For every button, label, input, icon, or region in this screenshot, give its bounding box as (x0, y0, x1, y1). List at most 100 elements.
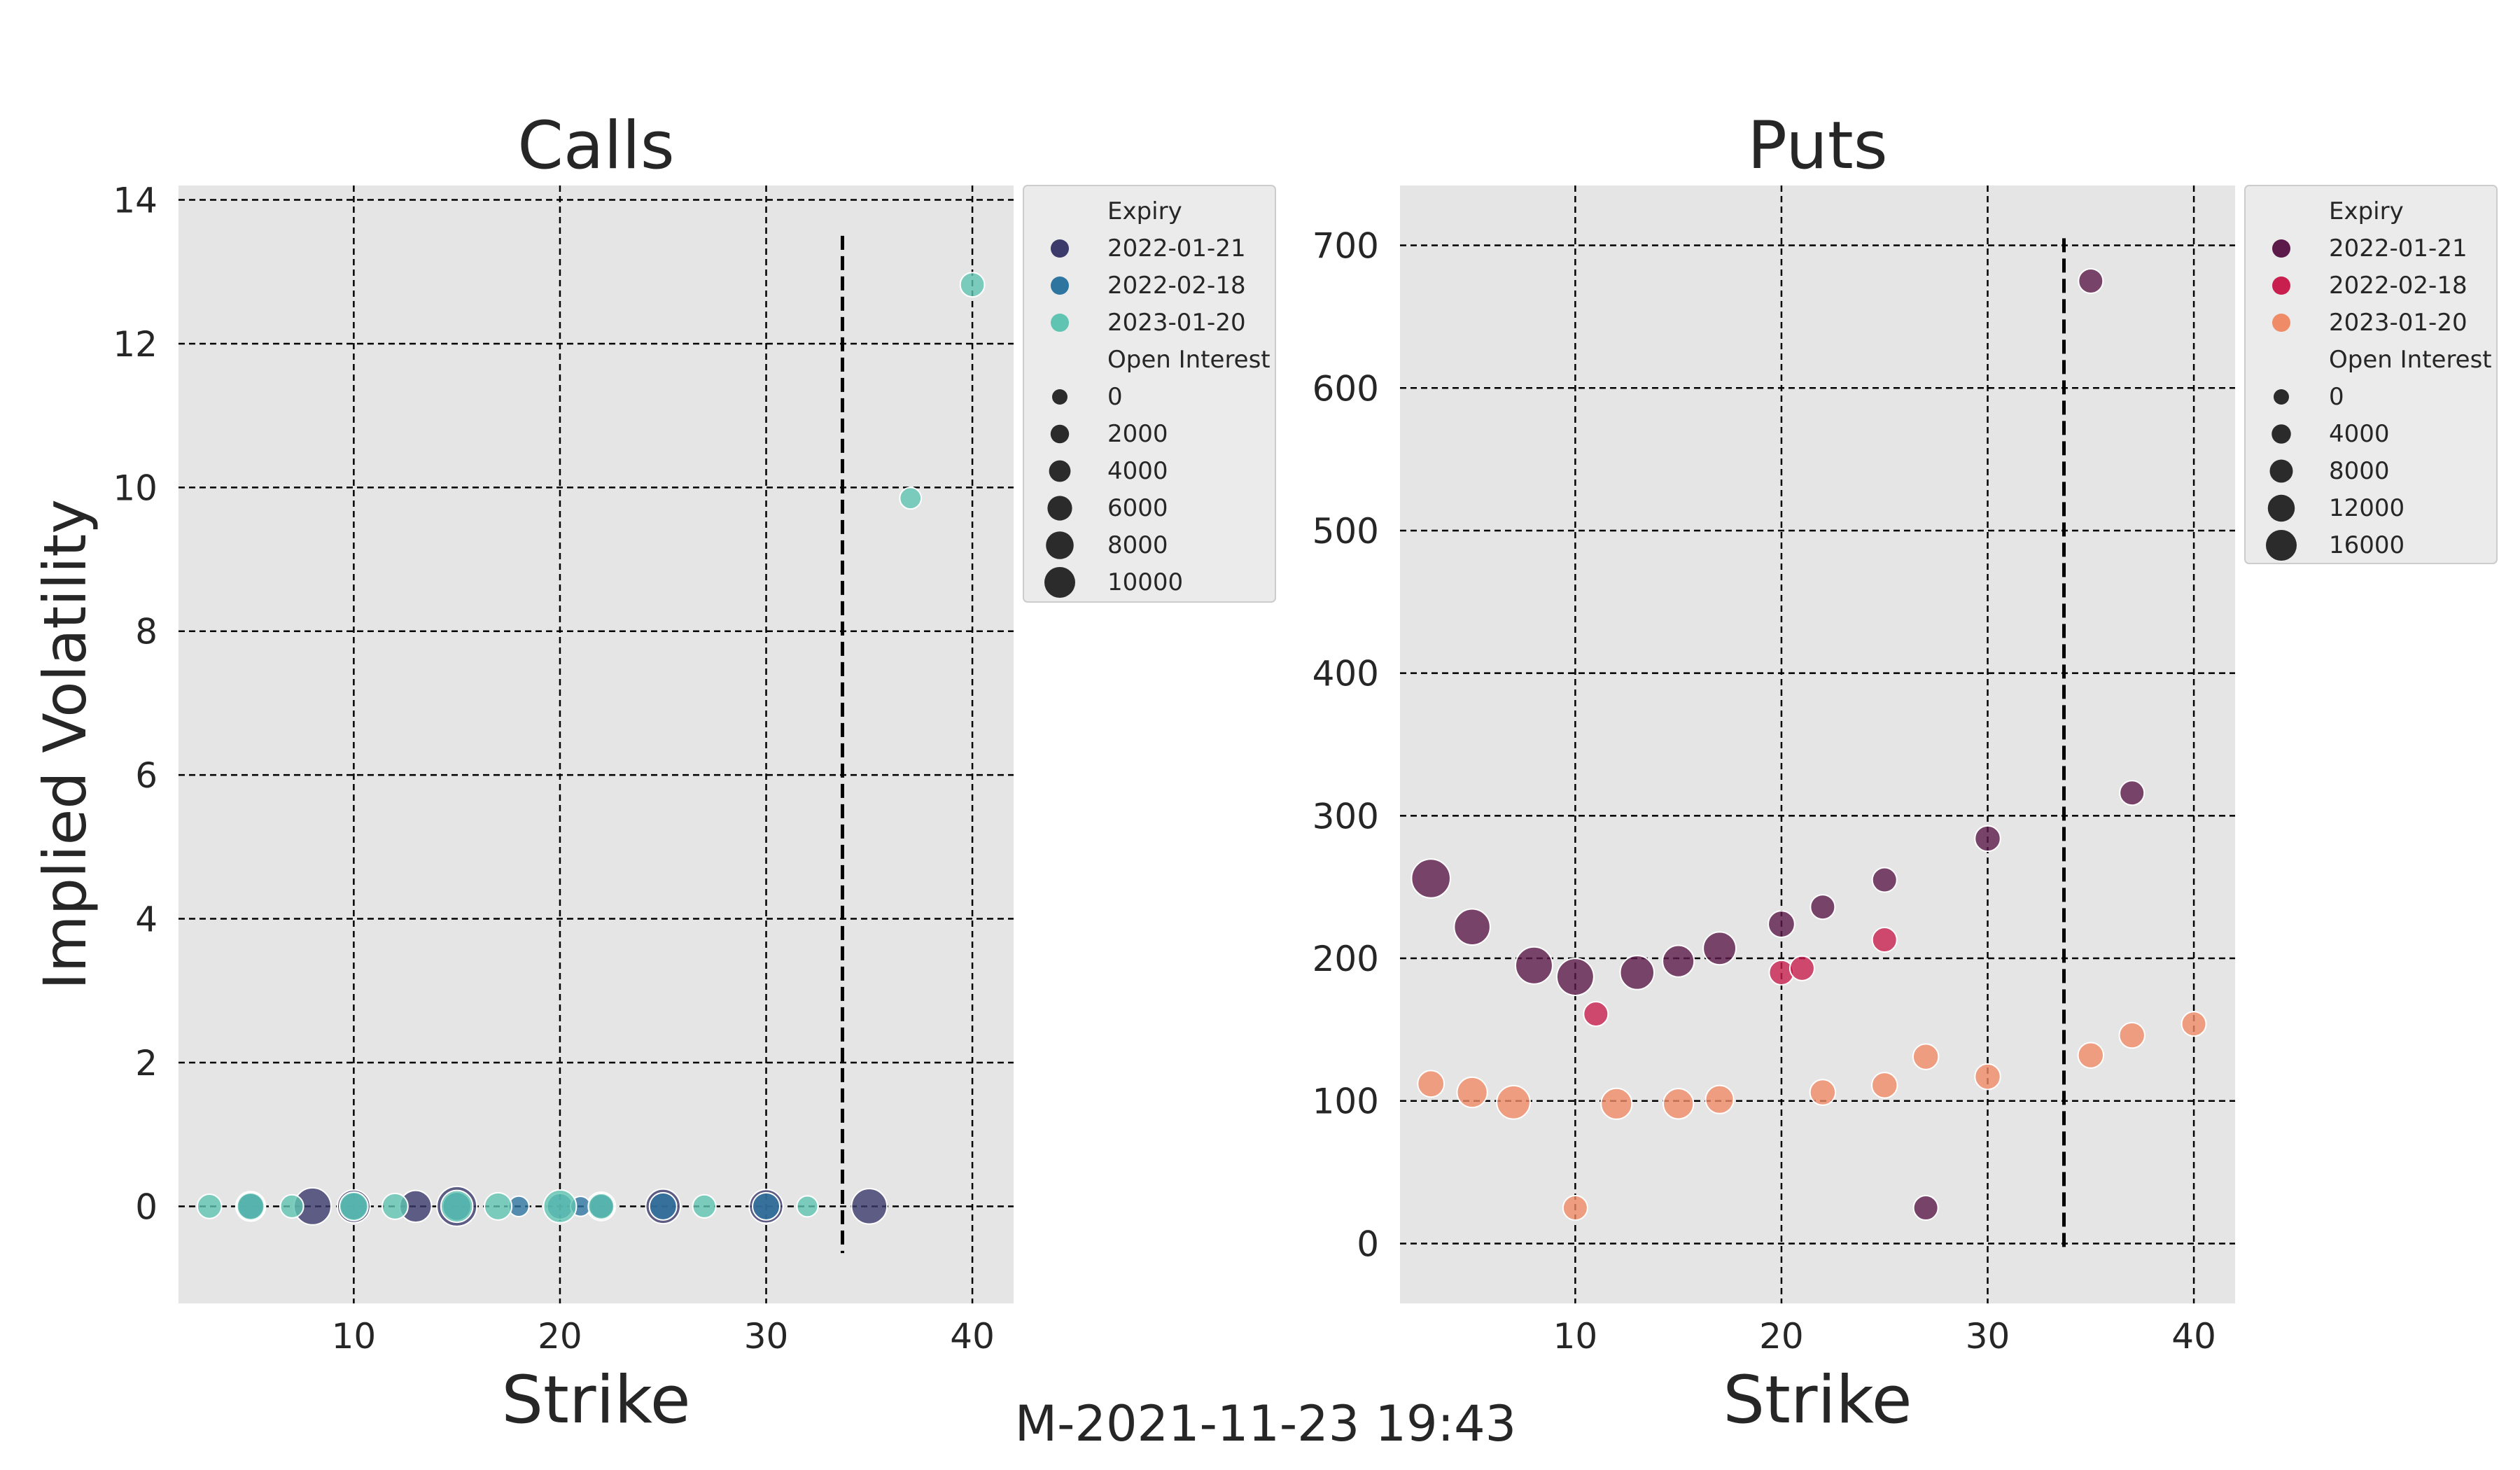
legend-size-label: 6000 (1107, 494, 1168, 522)
legend: Expiry 2022-01-21 2022-02-18 2023-01-20 Open… (1023, 185, 1276, 603)
scatter-point (1496, 1084, 1531, 1120)
scatter-point (1702, 931, 1737, 966)
scatter-point (1704, 1084, 1735, 1114)
scatter-point (692, 1194, 717, 1219)
chart-title: Calls (517, 108, 674, 184)
x-axis-label: Strike (1723, 1362, 1912, 1438)
legend-hue-label: 2022-01-21 (2329, 234, 2468, 262)
scatter-point (2119, 780, 2146, 806)
scatter-point (236, 1191, 265, 1221)
legend: Expiry 2022-01-21 2022-02-18 2023-01-20 Open… (2244, 185, 2498, 564)
legend-size-label: 12000 (2329, 494, 2404, 522)
scatter-point (959, 272, 986, 298)
scatter-point (338, 1191, 369, 1222)
y-tick-label: 6 (135, 755, 158, 796)
y-tick-label: 0 (1357, 1224, 1379, 1264)
subplot-calls: 10 20 30 40 0 2 4 6 8 10 12 14 Calls Strike Implied Vo… (31, 108, 1276, 1438)
scatter-point (1871, 1072, 1898, 1099)
legend-size-label: 8000 (1107, 531, 1168, 559)
scatter-point (1768, 910, 1795, 939)
scatter-point (1662, 1088, 1695, 1120)
legend-size-label: 4000 (2329, 420, 2390, 448)
subplot-puts: 10 20 30 400100200300400500600700PutsStrike… (1312, 108, 2498, 1438)
scatter-point (381, 1192, 409, 1220)
scatter-point (1410, 858, 1451, 899)
legend-size-title: Open Interest (2329, 346, 2492, 374)
y-tick-label: 10 (113, 468, 158, 508)
scatter-point (1809, 894, 1836, 920)
legend-size-marker (1046, 531, 1074, 559)
scatter-point (1456, 1076, 1488, 1109)
legend-size-marker (2272, 424, 2291, 444)
plot-area (178, 186, 1014, 1303)
legend-hue-marker (1051, 314, 1069, 332)
scatter-point (2118, 1021, 2146, 1049)
timestamp-footer: M-2021-11-23 19:43 (1015, 1395, 1516, 1452)
scatter-point (1662, 944, 1695, 978)
scatter-point (196, 1193, 223, 1219)
legend-hue-label: 2022-01-21 (1107, 234, 1246, 262)
y-tick-label: 2 (135, 1043, 158, 1084)
scatter-point (796, 1195, 819, 1218)
legend-size-marker (2274, 389, 2289, 405)
legend-size-marker (2267, 494, 2295, 522)
legend-hue-title: Expiry (1107, 197, 1182, 225)
scatter-point (2078, 267, 2104, 294)
legend-size-label: 0 (1107, 383, 1123, 411)
scatter-point (1871, 927, 1898, 953)
scatter-point (440, 1189, 474, 1224)
scatter-point (1809, 1079, 1837, 1106)
scatter-point (1417, 1070, 1446, 1098)
scatter-point (2180, 1011, 2207, 1037)
scatter-point (1912, 1195, 1939, 1222)
y-tick-label: 500 (1312, 511, 1379, 552)
legend-size-marker (1044, 567, 1075, 598)
y-tick-label: 300 (1312, 796, 1379, 836)
y-tick-label: 14 (113, 181, 158, 221)
y-tick-label: 600 (1312, 368, 1379, 409)
x-axis-label: Strike (501, 1362, 690, 1438)
scatter-point (2077, 1042, 2105, 1069)
legend-hue-marker (2272, 276, 2290, 295)
scatter-point (1600, 1087, 1633, 1120)
scatter-point (1515, 946, 1553, 985)
legend-size-marker (1049, 460, 1071, 482)
legend-size-label: 2000 (1107, 420, 1168, 448)
y-tick-label: 400 (1312, 654, 1379, 694)
scatter-point (587, 1192, 615, 1220)
chart-title: Puts (1747, 108, 1887, 184)
y-tick-label: 700 (1312, 226, 1379, 267)
x-tick-label: 40 (2171, 1316, 2216, 1357)
scatter-point (1619, 955, 1656, 990)
x-tick-label: 40 (950, 1316, 995, 1357)
legend-hue-marker (2272, 314, 2290, 332)
legend-size-label: 4000 (1107, 457, 1168, 485)
legend-hue-title: Expiry (2329, 197, 2404, 225)
x-tick-label: 10 (1553, 1316, 1598, 1357)
legend-hue-marker (2272, 239, 2290, 258)
legend-hue-label: 2023-01-20 (1107, 309, 1246, 337)
legend-size-title: Open Interest (1107, 346, 1270, 374)
scatter-point (1974, 825, 2001, 853)
scatter-point (1453, 908, 1491, 946)
legend-size-label: 8000 (2329, 457, 2390, 485)
plot-area (1400, 186, 2235, 1303)
scatter-point (1562, 1195, 1588, 1222)
legend-box (2244, 185, 2498, 564)
legend-hue-label: 2022-02-18 (2329, 272, 2468, 300)
legend-hue-label: 2022-02-18 (1107, 272, 1246, 300)
y-axis-label: Implied Volatility (31, 499, 99, 990)
legend-size-marker (1047, 496, 1072, 521)
y-tick-label: 200 (1312, 939, 1379, 979)
legend-size-marker (1052, 389, 1068, 405)
scatter-point (1788, 955, 1815, 981)
y-tick-label: 100 (1312, 1082, 1379, 1122)
scatter-point (1555, 958, 1595, 996)
legend-hue-label: 2023-01-20 (2329, 309, 2468, 337)
scatter-point (1583, 1000, 1609, 1028)
scatter-point (279, 1194, 304, 1219)
scatter-point (648, 1191, 678, 1221)
scatter-point (1871, 867, 1898, 893)
